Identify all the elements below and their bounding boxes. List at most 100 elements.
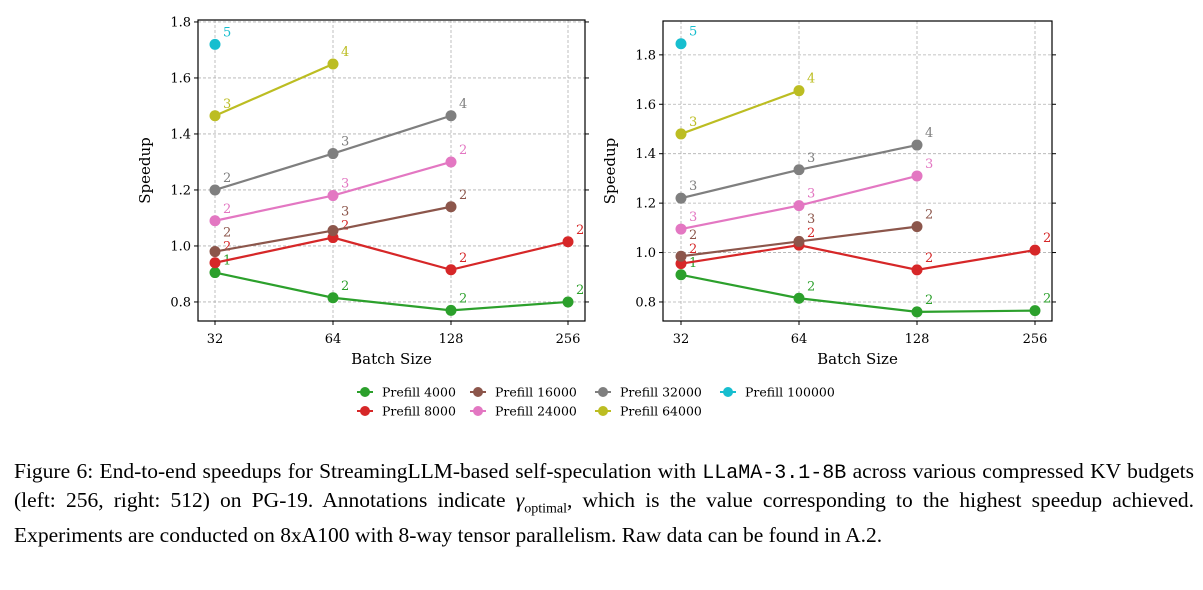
y-axis-label: Speedup (601, 138, 619, 205)
data-label: 4 (341, 45, 349, 60)
legend-marker (360, 387, 370, 397)
y-tick-label: 1.4 (635, 147, 656, 162)
y-tick-label: 1.2 (635, 197, 656, 212)
legend-label: Prefill 100000 (745, 385, 835, 400)
data-label: 4 (807, 72, 815, 87)
data-point (675, 223, 687, 235)
data-point (445, 304, 457, 316)
legend-marker (473, 406, 483, 416)
x-tick-label: 128 (905, 332, 930, 347)
data-point (675, 192, 687, 204)
data-label: 3 (341, 177, 349, 192)
data-point (675, 128, 687, 140)
series-prefill-32000: 2 3 4 (209, 97, 467, 196)
legend-item: Prefill 24000 (470, 404, 577, 419)
series-prefill-24000: 3 3 3 (675, 157, 933, 235)
series-line (680, 244, 1036, 271)
data-point (675, 38, 687, 50)
series-prefill-8000: 2 2 2 2 (675, 226, 1051, 276)
data-label: 2 (807, 279, 815, 294)
series-prefill-24000: 2 3 2 (209, 143, 467, 227)
data-label: 3 (223, 97, 231, 112)
series-line (680, 273, 1036, 313)
data-point (327, 292, 339, 304)
series-line (214, 236, 569, 271)
model-name: LLaMA-3.1-8B (702, 462, 847, 485)
series-line (680, 89, 800, 135)
x-tick-label: 256 (556, 332, 581, 347)
y-tick-label: 1.8 (635, 48, 656, 63)
data-point (209, 257, 221, 269)
data-label: 2 (223, 240, 231, 255)
series-prefill-64000: 34 (209, 45, 349, 122)
data-label: 2 (925, 251, 933, 266)
data-label: 2 (576, 223, 584, 238)
series-prefill-100000: 5 (675, 25, 697, 50)
data-point (1029, 305, 1041, 317)
data-label: 2 (341, 279, 349, 294)
data-point (327, 58, 339, 70)
data-point (327, 225, 339, 237)
data-point (327, 148, 339, 160)
data-label: 2 (925, 208, 933, 223)
legend-item: Prefill 4000 (357, 385, 456, 400)
data-point (675, 269, 687, 281)
x-tick-label: 32 (207, 332, 224, 347)
legend-label: Prefill 8000 (382, 404, 456, 419)
figure-caption: Figure 6: End-to-end speedups for Stream… (14, 459, 1194, 548)
data-point (562, 236, 574, 248)
data-label: 4 (459, 97, 467, 112)
data-point (793, 200, 805, 212)
y-axis-label: Speedup (136, 137, 154, 204)
data-label: 2 (807, 226, 815, 241)
legend-item: Prefill 100000 (720, 385, 835, 400)
data-label: 5 (223, 25, 231, 40)
series-prefill-64000: 34 (675, 72, 815, 140)
data-label: 2 (223, 202, 231, 217)
data-point (1029, 244, 1041, 256)
legend-marker (598, 387, 608, 397)
y-tick-label: 0.8 (635, 295, 656, 310)
data-point (445, 201, 457, 213)
legend-label: Prefill 4000 (382, 385, 456, 400)
x-axis-label: Batch Size (817, 350, 898, 368)
data-point (209, 267, 221, 279)
data-point (911, 221, 923, 233)
legend-marker (598, 406, 608, 416)
data-label: 2 (223, 226, 231, 241)
data-point (911, 306, 923, 318)
data-point (911, 264, 923, 276)
series-prefill-32000: 3 3 4 (675, 126, 933, 204)
data-label: 2 (689, 242, 697, 257)
legend-item: Prefill 32000 (595, 385, 702, 400)
data-point (675, 250, 687, 262)
data-point (793, 235, 805, 247)
data-label: 2 (1043, 231, 1051, 246)
data-point (911, 139, 923, 151)
data-label: 3 (689, 115, 697, 130)
legend-marker (723, 387, 733, 397)
data-point (209, 215, 221, 227)
data-label: 2 (459, 291, 467, 306)
data-label: 1 (689, 256, 697, 271)
series-line (214, 271, 569, 312)
data-label: 2 (341, 219, 349, 234)
data-label: 2 (459, 143, 467, 158)
data-label: 3 (807, 187, 815, 202)
legend-marker (473, 387, 483, 397)
legend-item: Prefill 16000 (470, 385, 577, 400)
data-point (793, 85, 805, 97)
data-label: 4 (925, 126, 933, 141)
data-point (793, 164, 805, 176)
data-point (327, 190, 339, 202)
y-tick-label: 1.6 (170, 71, 191, 86)
data-label: 3 (807, 151, 815, 166)
legend-item: Prefill 8000 (357, 404, 456, 419)
y-tick-label: 1.0 (170, 239, 191, 254)
y-tick-label: 1.6 (635, 98, 656, 113)
data-label: 3 (341, 135, 349, 150)
plot-frame (662, 20, 1053, 322)
